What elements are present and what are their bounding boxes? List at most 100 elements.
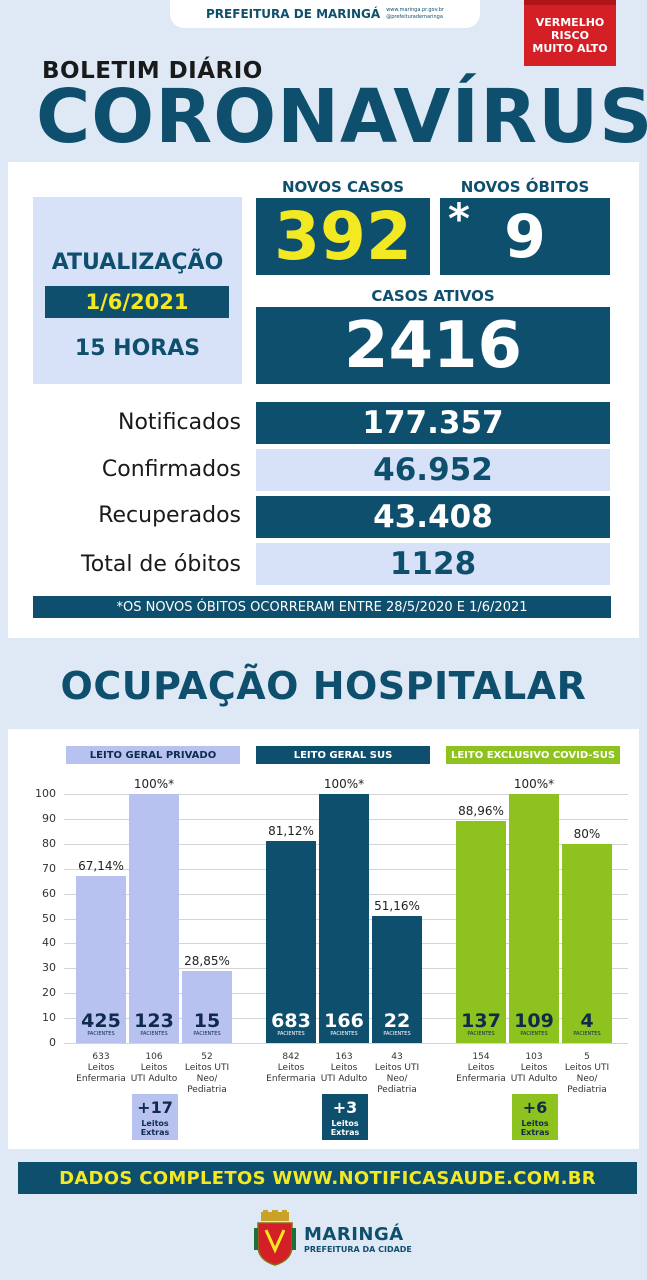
new-cases-value: 392 bbox=[256, 198, 430, 275]
caption-line: Neo/ bbox=[386, 1074, 408, 1084]
bar-patient-count: 4 bbox=[580, 1010, 594, 1032]
y-tick-label: 20 bbox=[42, 986, 56, 1000]
bar bbox=[372, 915, 422, 1043]
bar-percent-label: 88,96% bbox=[458, 804, 504, 819]
bar bbox=[509, 794, 559, 1043]
stat-label-confirmados: Confirmados bbox=[101, 457, 241, 482]
new-deaths-label: NOVOS ÓBITOS bbox=[460, 178, 590, 196]
bar-percent-label: 80% bbox=[573, 826, 601, 841]
bar-bed-caption: 52 Leitos UTI Neo/Pediatria bbox=[176, 1052, 238, 1096]
caption-line: 633 bbox=[92, 1052, 110, 1062]
bar bbox=[562, 843, 612, 1043]
city-crest-icon bbox=[252, 1210, 298, 1266]
caption-line: 5 bbox=[584, 1052, 590, 1062]
bar-patient-count: 22 bbox=[383, 1010, 411, 1032]
bar-patient-label: PACIENTES bbox=[520, 1031, 548, 1037]
y-tick-label: 100 bbox=[35, 787, 56, 800]
stat-label-total-obitos: Total de óbitos bbox=[81, 552, 241, 577]
caption-line: 163 bbox=[335, 1052, 353, 1062]
extra-beds-label: Leitos bbox=[521, 1119, 549, 1128]
group-title: LEITO EXCLUSIVO COVID-SUS bbox=[446, 746, 620, 764]
caption-line: 43 bbox=[391, 1052, 403, 1062]
deaths-footnote: *OS NOVOS ÓBITOS OCORRERAM ENTRE 28/5/20… bbox=[33, 596, 611, 618]
active-cases-label: CASOS ATIVOS bbox=[371, 287, 495, 305]
y-tick-label: 50 bbox=[42, 911, 56, 925]
y-tick-label: 30 bbox=[42, 961, 56, 975]
risk-line: VERMELHO bbox=[535, 16, 605, 29]
caption-line: 106 bbox=[145, 1052, 163, 1062]
caption-line: Leitos bbox=[467, 1063, 495, 1073]
extra-beds-label: Leitos bbox=[141, 1119, 169, 1128]
asterisk-mark: * bbox=[448, 194, 470, 243]
stat-value-recuperados: 43.408 bbox=[256, 496, 610, 538]
extra-beds-label: Leitos bbox=[331, 1119, 359, 1128]
gridline bbox=[64, 1043, 628, 1044]
caption-line: 52 bbox=[201, 1052, 213, 1062]
bar-patient-label: PACIENTES bbox=[87, 1031, 115, 1037]
caption-line: Neo/ bbox=[196, 1074, 218, 1084]
bar-percent-label: 28,85% bbox=[184, 954, 230, 969]
bar-patient-label: PACIENTES bbox=[573, 1031, 601, 1037]
update-label: ATUALIZAÇÃO bbox=[51, 250, 224, 275]
city-banner-text: PREFEITURA DE MARINGÁ bbox=[206, 7, 381, 21]
social-links: www.maringa.pr.gov.br @prefeiturademarin… bbox=[386, 7, 444, 21]
bar-patient-label: PACIENTES bbox=[330, 1031, 358, 1037]
risk-line: RISCO bbox=[551, 29, 589, 42]
bar-patient-count: 15 bbox=[193, 1010, 221, 1032]
y-tick-label: 0 bbox=[49, 1036, 56, 1049]
caption-line: Enfermaria bbox=[266, 1074, 316, 1084]
caption-line: Leitos bbox=[520, 1063, 548, 1073]
bar-patient-count: 683 bbox=[271, 1010, 311, 1032]
bar-bed-caption: 103 Leitos UTI Adulto bbox=[503, 1052, 565, 1085]
bar-patient-label: PACIENTES bbox=[193, 1031, 221, 1037]
logo-name: MARINGÁ bbox=[304, 1224, 404, 1245]
update-hour: 15 HORAS bbox=[74, 336, 201, 361]
social-handle-text: @prefeiturademaringa bbox=[386, 14, 443, 20]
website-text: www.maringa.pr.gov.br bbox=[386, 7, 444, 13]
bar-patient-count: 123 bbox=[134, 1010, 174, 1032]
page-title: CORONAVÍRUS bbox=[36, 74, 647, 160]
caption-line: Enfermaria bbox=[456, 1074, 506, 1084]
caption-line: Enfermaria bbox=[76, 1074, 126, 1084]
bar bbox=[76, 875, 126, 1043]
extra-beds-count: +17 bbox=[137, 1098, 173, 1117]
bar-patient-count: 137 bbox=[461, 1010, 501, 1032]
bar-percent-label: 100%* bbox=[133, 777, 175, 791]
risk-line: MUITO ALTO bbox=[532, 42, 608, 55]
bar-bed-caption: 842 Leitos Enfermaria bbox=[260, 1052, 322, 1085]
new-deaths-value: 9 bbox=[504, 201, 546, 272]
caption-line: 842 bbox=[282, 1052, 300, 1062]
bar-percent-label: 81,12% bbox=[268, 824, 314, 838]
y-tick-label: 80 bbox=[42, 836, 56, 850]
full-data-banner: DADOS COMPLETOS WWW.NOTIFICASAUDE.COM.BR bbox=[18, 1162, 637, 1194]
logo-subtitle: PREFEITURA DA CIDADE bbox=[304, 1245, 412, 1254]
stat-value-notificados: 177.357 bbox=[256, 402, 610, 444]
caption-line: UTI Adulto bbox=[320, 1074, 368, 1084]
extra-beds-label: Extras bbox=[140, 1128, 170, 1137]
bar-patient-count: 166 bbox=[324, 1010, 364, 1032]
city-logo: MARINGÁ PREFEITURA DA CIDADE bbox=[304, 1224, 412, 1254]
caption-line: 103 bbox=[525, 1052, 543, 1062]
bar-percent-label: 100%* bbox=[513, 777, 555, 791]
update-date: 1/6/2021 bbox=[45, 286, 229, 318]
bar-patient-label: PACIENTES bbox=[383, 1031, 411, 1037]
extra-beds-badge: +17 Leitos Extras bbox=[132, 1094, 178, 1140]
caption-line: Leitos bbox=[140, 1063, 168, 1073]
group-title: LEITO GERAL PRIVADO bbox=[66, 746, 240, 764]
bar-patient-label: PACIENTES bbox=[277, 1031, 305, 1037]
group-title: LEITO GERAL SUS bbox=[256, 746, 430, 764]
y-tick-label: 40 bbox=[42, 936, 56, 950]
caption-line: Leitos bbox=[330, 1063, 358, 1073]
caption-line: UTI Adulto bbox=[510, 1074, 558, 1084]
bar bbox=[266, 841, 316, 1043]
stat-value-confirmados: 46.952 bbox=[256, 449, 610, 491]
extra-beds-count: +6 bbox=[522, 1098, 548, 1117]
caption-line: Leitos UTI bbox=[184, 1063, 230, 1073]
y-tick-label: 10 bbox=[42, 1011, 56, 1025]
extra-beds-badge: +6 Leitos Extras bbox=[512, 1094, 558, 1140]
caption-line: Pediatria bbox=[377, 1085, 417, 1095]
bar bbox=[129, 794, 179, 1043]
extra-beds-label: Extras bbox=[520, 1128, 550, 1137]
caption-line: Pediatria bbox=[187, 1085, 227, 1095]
